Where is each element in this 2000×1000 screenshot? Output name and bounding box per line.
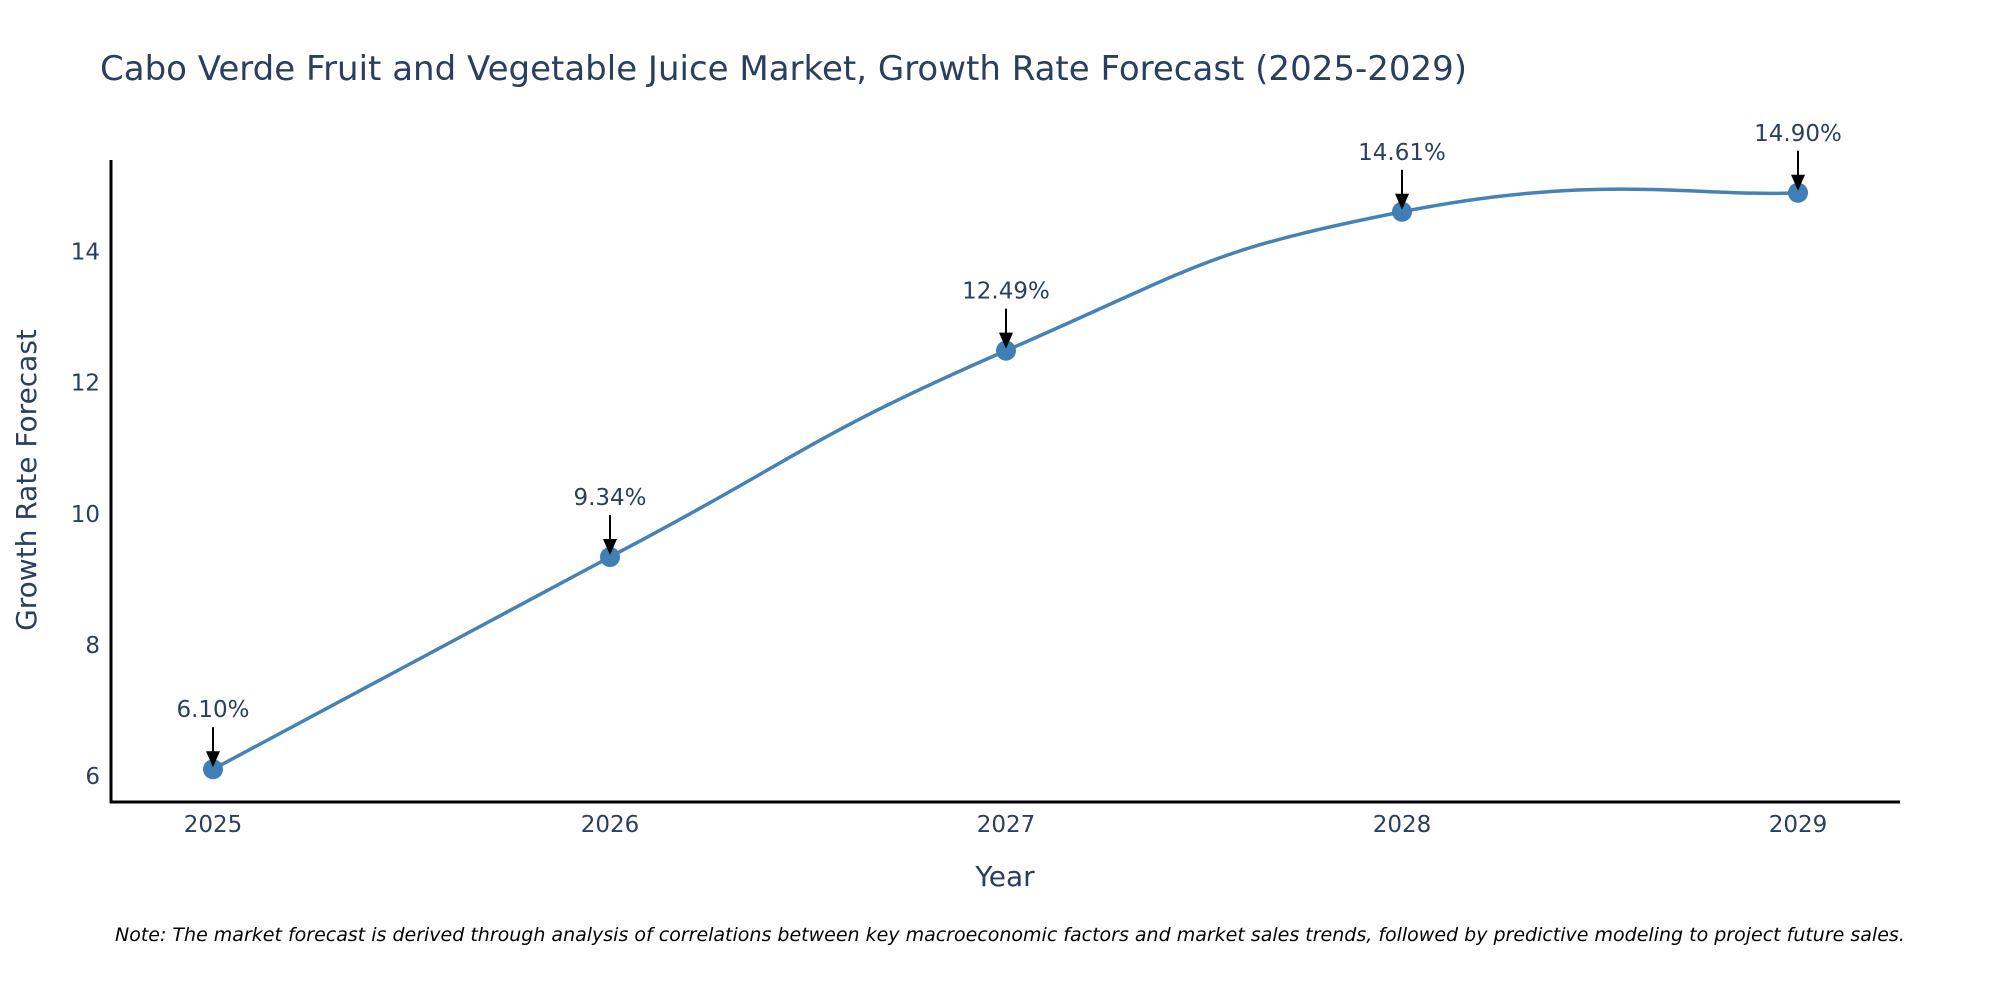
x-tick-label: 2029 [1769,812,1828,838]
markers [203,182,1808,780]
annotations: 6.10% 9.34% 12.49% 14.61% 14.90% [176,121,1842,768]
y-axis-title: Growth Rate Forecast [10,329,43,631]
chart-note: Note: The market forecast is derived thr… [115,924,1905,946]
x-tick-label: 2027 [977,812,1036,838]
data-point-marker [1788,182,1808,203]
x-ticks: 2025 2026 2027 2028 2029 [184,812,1828,838]
annotation-arrow-head [1791,174,1805,191]
y-tick-label: 8 [85,633,100,659]
x-tick-label: 2025 [184,812,243,838]
data-point-marker [203,759,223,780]
annotation-arrow-head [999,332,1013,349]
y-ticks: 6 8 10 12 14 [71,240,100,790]
annotation-arrow-head [1395,193,1409,210]
chart-title: Cabo Verde Fruit and Vegetable Juice Mar… [100,49,1467,89]
data-point-marker [1392,201,1412,222]
series-line [212,187,1799,771]
axes [109,160,1900,804]
x-tick-label: 2028 [1373,812,1432,838]
data-point-marker [600,546,620,567]
x-tick-label: 2026 [581,812,640,838]
data-label: 14.90% [1754,121,1842,147]
y-tick-label: 12 [71,371,100,397]
data-point-marker [996,340,1016,361]
data-label: 9.34% [573,485,646,511]
data-label: 6.10% [176,697,249,723]
y-tick-label: 14 [71,240,100,266]
annotation-arrow-head [603,538,617,555]
data-label: 14.61% [1358,140,1446,166]
annotation-arrow-head [206,751,220,768]
data-label: 12.49% [962,279,1050,305]
y-tick-label: 10 [71,502,100,528]
x-axis-title: Year [974,860,1035,893]
y-tick-label: 6 [85,764,100,790]
